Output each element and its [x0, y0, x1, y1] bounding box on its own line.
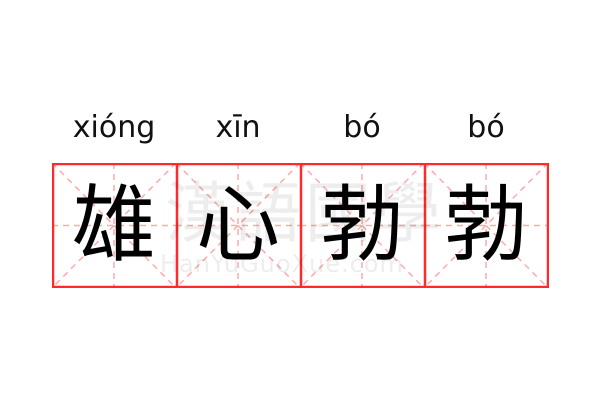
- guide-lines: [176, 163, 301, 288]
- chinese-character: 勃: [319, 176, 404, 274]
- chinese-character: 勃: [443, 176, 528, 274]
- guide-lines: [52, 163, 177, 288]
- guide-lines: [424, 163, 549, 288]
- watermark-characters: 漢語國學: [165, 175, 445, 252]
- character-cell: 勃: [424, 163, 549, 288]
- chinese-character: 雄: [71, 176, 156, 274]
- character-cell: 心: [176, 163, 301, 288]
- character-cell: 勃: [300, 163, 425, 288]
- pinyin-label: bó: [343, 110, 381, 145]
- guide-lines: [300, 163, 425, 288]
- watermark-site: HanYuGuoXue.com: [160, 250, 404, 278]
- pinyin-label: bó: [467, 110, 505, 145]
- pinyin-label: xīn: [215, 110, 261, 145]
- character-grid: 雄 心 勃 勃: [52, 163, 549, 288]
- chinese-character: 心: [195, 176, 280, 274]
- character-cell: 雄: [52, 163, 177, 288]
- pinyin-label: xióng: [72, 110, 156, 145]
